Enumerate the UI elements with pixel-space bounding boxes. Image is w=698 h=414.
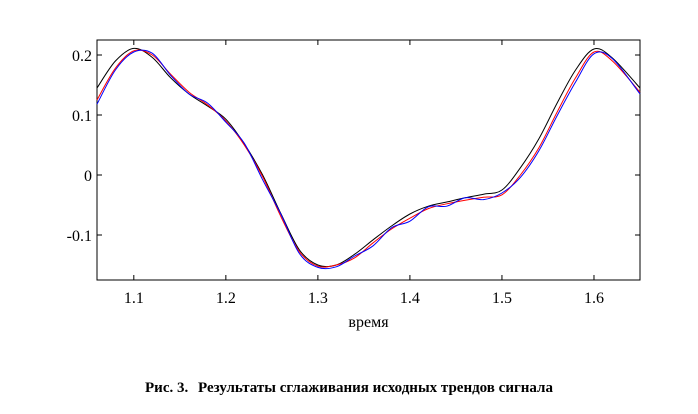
series-line-black [96, 47, 641, 268]
plot-frame [96, 39, 641, 281]
series-line-blue [96, 49, 641, 270]
x-tick-label: 1.5 [492, 290, 512, 307]
x-tick-label: 1.3 [308, 290, 328, 307]
caption-label: Рис. 3. [145, 380, 189, 396]
y-tick-label: 0.1 [72, 108, 92, 125]
x-tick-label: 1.1 [124, 290, 144, 307]
y-tick-label: 0.2 [72, 48, 92, 65]
x-axis-label: время [348, 314, 389, 331]
x-tick-label: 1.2 [216, 290, 236, 307]
figure-caption: Рис. 3. Результаты сглаживания исходных … [0, 380, 698, 397]
y-tick-label: -0.1 [67, 228, 92, 245]
plot-area: 1.1 1.2 1.3 1.4 1.5 1.6 0.2 0.1 0 -0.1 время [67, 39, 641, 331]
series-line-red [96, 49, 641, 268]
x-tick-label: 1.6 [584, 290, 604, 307]
x-tick-label: 1.4 [400, 290, 420, 307]
y-tick-label: 0 [84, 168, 92, 185]
caption-text: Результаты сглаживания исходных трендов … [197, 380, 553, 396]
